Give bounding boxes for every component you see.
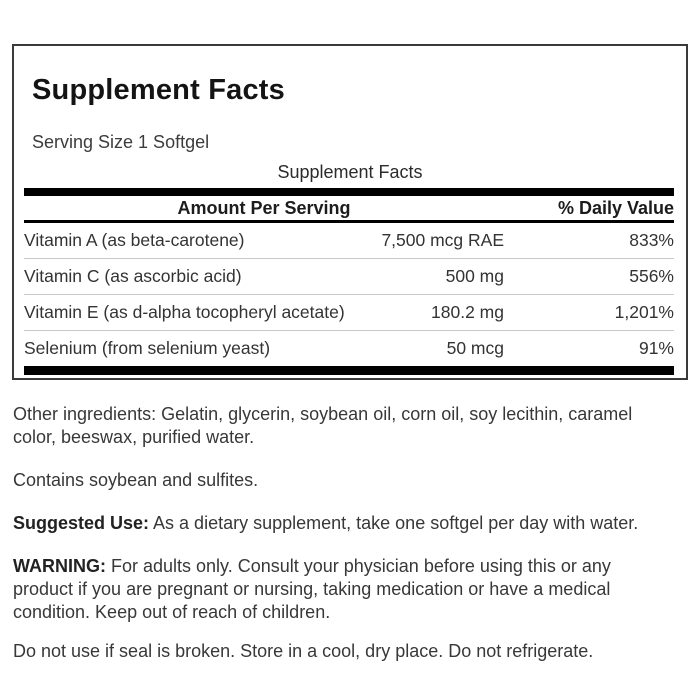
daily-value-header: % Daily Value xyxy=(557,197,674,218)
warning-label: WARNING: xyxy=(13,556,106,576)
table-row: Vitamin E (as d-alpha tocopheryl acetate… xyxy=(24,295,674,331)
nutrient-amount: 50 mcg xyxy=(446,338,504,358)
thick-bar-bottom xyxy=(24,366,674,375)
nutrient-daily-value: 91% xyxy=(638,338,674,358)
nutrient-name: Selenium (from selenium yeast) xyxy=(24,338,271,358)
suggested-use: Suggested Use: As a dietary supplement, … xyxy=(13,512,687,535)
nutrient-daily-value: 833% xyxy=(629,230,674,250)
panel-title: Supplement Facts xyxy=(32,74,285,106)
table-row: Vitamin A (as beta-carotene) 7,500 mcg R… xyxy=(24,223,674,259)
allergen-statement: Contains soybean and sulfites. xyxy=(13,470,259,490)
warning: WARNING: For adults only. Consult your p… xyxy=(13,555,687,624)
nutrient-name: Vitamin C (as ascorbic acid) xyxy=(24,266,242,286)
info-section: Other ingredients: Gelatin, glycerin, so… xyxy=(0,382,700,663)
table-row: Vitamin C (as ascorbic acid) 500 mg 556% xyxy=(24,259,674,295)
supplement-facts-panel: Supplement Facts Serving Size 1 Softgel … xyxy=(12,44,688,380)
nutrient-name: Vitamin A (as beta-carotene) xyxy=(24,230,245,250)
storage-instructions: Do not use if seal is broken. Store in a… xyxy=(13,641,594,661)
amount-per-serving-header: Amount Per Serving xyxy=(177,197,351,218)
warning-text: For adults only. Consult your physician … xyxy=(13,556,611,622)
nutrient-amount: 7,500 mcg RAE xyxy=(381,230,504,250)
table-caption: Supplement Facts xyxy=(277,162,423,182)
thick-bar-top xyxy=(24,188,674,196)
other-ingredients: Other ingredients: Gelatin, glycerin, so… xyxy=(13,404,633,447)
nutrient-daily-value: 1,201% xyxy=(614,302,674,322)
suggested-use-label: Suggested Use: xyxy=(13,513,150,533)
nutrient-amount: 500 mg xyxy=(445,266,504,286)
nutrient-name: Vitamin E (as d-alpha tocopheryl acetate… xyxy=(24,302,345,322)
facts-table: Amount Per Serving % Daily Value Vitamin… xyxy=(24,188,674,375)
table-header-row: Amount Per Serving % Daily Value xyxy=(24,196,674,223)
table-row: Selenium (from selenium yeast) 50 mcg 91… xyxy=(24,331,674,366)
nutrient-daily-value: 556% xyxy=(629,266,674,286)
suggested-use-text: As a dietary supplement, take one softge… xyxy=(149,513,639,533)
serving-size: Serving Size 1 Softgel xyxy=(32,132,210,152)
nutrient-amount: 180.2 mg xyxy=(431,302,504,322)
